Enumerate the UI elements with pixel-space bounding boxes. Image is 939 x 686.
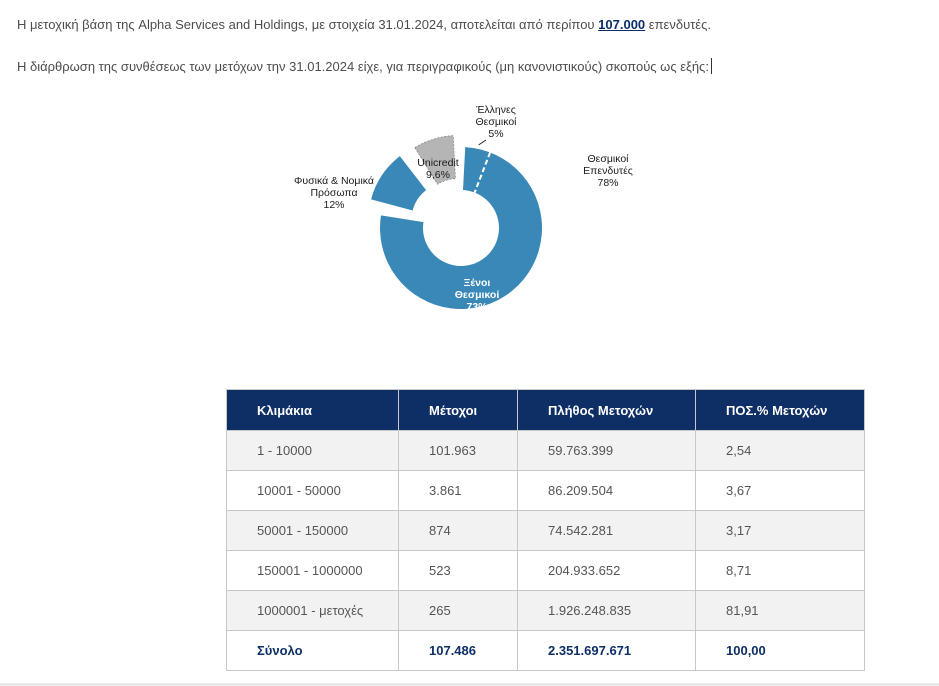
label-individuals-line2: Πρόσωπα: [310, 187, 357, 199]
intro-text-before: Η μετοχική βάση της Alpha Services and H…: [17, 17, 599, 32]
cell-share-count: 86.209.504: [517, 470, 696, 511]
cell-tier: 10001 - 50000: [226, 470, 399, 511]
label-institutional-line1: Θεσμικοί: [587, 153, 629, 165]
column-header-share-count: Πλήθος Μετοχών: [517, 389, 696, 431]
cell-tier: 50001 - 150000: [226, 510, 399, 551]
label-individuals-pct: 12%: [323, 199, 344, 211]
table-total-row: Σύνολο 107.486 2.351.697.671 100,00: [226, 630, 865, 671]
greek-label-leader-line: [478, 139, 487, 146]
slice-foreign-institutional: [380, 147, 542, 309]
label-foreign-line1: Ξένοι: [464, 277, 491, 289]
cell-shareholders: 3.861: [398, 470, 518, 511]
intro-text-after: επενδυτές.: [645, 17, 711, 32]
investors-count-link[interactable]: 107.000: [598, 17, 646, 32]
table-row: 10001 - 50000 3.861 86.209.504 3,67: [226, 470, 865, 511]
label-greek-line2: Θεσμικοί: [475, 116, 517, 128]
label-greek-line1: Έλληνες: [475, 104, 516, 116]
intro-paragraph: Η μετοχική βάση της Alpha Services and H…: [17, 17, 711, 32]
cell-share-count: 59.763.399: [517, 430, 696, 471]
table-header-row: Κλιμάκια Μέτοχοι Πλήθος Μετοχών ΠΟΣ.% Με…: [226, 389, 865, 431]
structure-paragraph[interactable]: Η διάρθρωση της συνθέσεως των μετόχων τη…: [17, 58, 712, 74]
column-header-tiers: Κλιμάκια: [226, 389, 399, 431]
slice-greek-institutional-divider: [473, 152, 492, 193]
cell-total-share-percent: 100,00: [695, 630, 865, 671]
label-foreign-line2: Θεσμικοί: [455, 289, 500, 301]
cell-share-percent: 3,17: [695, 510, 865, 551]
cell-shareholders: 874: [398, 510, 518, 551]
slice-unicredit: [414, 135, 456, 185]
cell-share-percent: 2,54: [695, 430, 865, 471]
cell-total-label: Σύνολο: [226, 630, 399, 671]
label-individuals-line1: Φυσικά & Νομικά: [294, 175, 374, 187]
table-row: 1000001 - μετοχές 265 1.926.248.835 81,9…: [226, 590, 865, 631]
cell-shareholders: 523: [398, 550, 518, 591]
cell-tier: 1 - 10000: [226, 430, 399, 471]
table-row: 1 - 10000 101.963 59.763.399 2,54: [226, 430, 865, 471]
cell-share-count: 74.542.281: [517, 510, 696, 551]
cell-shareholders: 265: [398, 590, 518, 631]
table-row: 50001 - 150000 874 74.542.281 3,17: [226, 510, 865, 551]
column-header-share-percent: ΠΟΣ.% Μετοχών: [695, 389, 865, 431]
column-header-shareholders: Μέτοχοι: [398, 389, 518, 431]
shareholder-donut-chart: Ξένοι Θεσμικοί 73% Έλληνες Θεσμικοί 5% U…: [294, 104, 633, 313]
cell-share-percent: 3,67: [695, 470, 865, 511]
label-institutional-pct: 78%: [597, 177, 618, 189]
page-bottom-border: [0, 683, 939, 686]
cell-share-percent: 8,71: [695, 550, 865, 591]
label-unicredit-pct: 9,6%: [426, 169, 450, 181]
cell-shareholders: 101.963: [398, 430, 518, 471]
label-foreign-pct: 73%: [466, 301, 488, 313]
cell-tier: 150001 - 1000000: [226, 550, 399, 591]
table-row: 150001 - 1000000 523 204.933.652 8,71: [226, 550, 865, 591]
cell-total-shareholders: 107.486: [398, 630, 518, 671]
cell-share-count: 1.926.248.835: [517, 590, 696, 631]
label-greek-pct: 5%: [488, 128, 503, 140]
slice-individuals: [371, 156, 427, 211]
text-cursor: [710, 58, 712, 74]
cell-share-count: 204.933.652: [517, 550, 696, 591]
cell-share-percent: 81,91: [695, 590, 865, 631]
cell-tier: 1000001 - μετοχές: [226, 590, 399, 631]
shareholder-distribution-table: Κλιμάκια Μέτοχοι Πλήθος Μετοχών ΠΟΣ.% Με…: [226, 389, 865, 671]
label-institutional-line2: Επενδυτές: [583, 165, 633, 177]
structure-text: Η διάρθρωση της συνθέσεως των μετόχων τη…: [17, 59, 709, 74]
label-unicredit: Unicredit: [417, 157, 459, 169]
cell-total-share-count: 2.351.697.671: [517, 630, 696, 671]
